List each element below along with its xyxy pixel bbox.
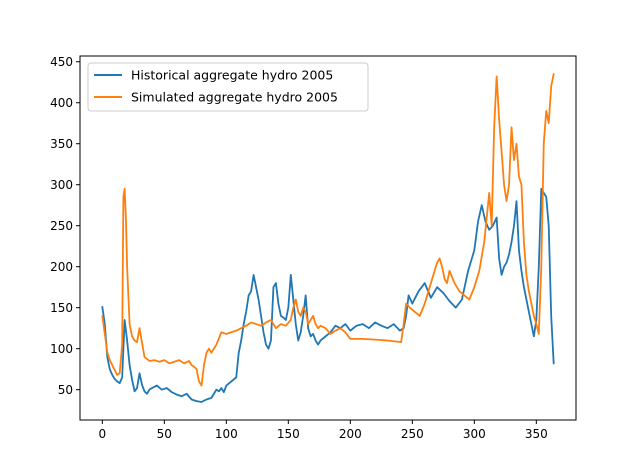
legend: Historical aggregate hydro 2005 Simulate… — [87, 62, 369, 112]
x-tick-label: 200 — [339, 427, 362, 441]
x-tick-label: 0 — [98, 427, 106, 441]
x-tick-label: 100 — [215, 427, 238, 441]
y-tick-label: 400 — [50, 96, 73, 110]
x-tick-label: 350 — [525, 427, 548, 441]
series-line-simulated — [101, 73, 555, 387]
y-tick-label: 350 — [50, 137, 73, 151]
axes-frame — [79, 55, 577, 421]
y-axis: 50 100 150 200 250 300 350 400 450 — [50, 55, 80, 397]
legend-label-simulated: Simulated aggregate hydro 2005 — [131, 90, 338, 105]
x-tick-label: 50 — [157, 427, 172, 441]
legend-box — [87, 62, 369, 112]
x-tick-label: 300 — [463, 427, 486, 441]
plot-area — [101, 73, 555, 403]
y-tick-label: 450 — [50, 55, 73, 69]
y-tick-label: 200 — [50, 260, 73, 274]
y-tick-label: 300 — [50, 178, 73, 192]
y-tick-label: 100 — [50, 342, 73, 356]
legend-label-historical: Historical aggregate hydro 2005 — [131, 68, 333, 83]
y-tick-label: 250 — [50, 219, 73, 233]
y-tick-label: 150 — [50, 301, 73, 315]
x-axis: 0 50 100 150 200 250 300 350 — [98, 420, 548, 441]
y-tick-label: 50 — [58, 383, 73, 397]
x-tick-label: 250 — [401, 427, 424, 441]
x-tick-label: 150 — [277, 427, 300, 441]
series-line-historical — [101, 187, 555, 403]
